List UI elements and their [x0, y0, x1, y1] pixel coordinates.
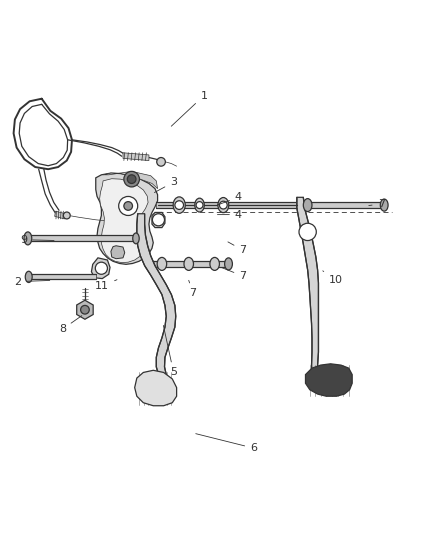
Ellipse shape — [133, 233, 139, 244]
Text: 7: 7 — [228, 242, 246, 255]
Circle shape — [95, 262, 107, 274]
Polygon shape — [305, 203, 383, 208]
Circle shape — [81, 305, 89, 314]
Text: 8: 8 — [59, 316, 82, 334]
Polygon shape — [28, 274, 96, 279]
Ellipse shape — [210, 257, 219, 270]
Polygon shape — [152, 213, 165, 228]
Ellipse shape — [195, 198, 204, 212]
Text: 6: 6 — [196, 434, 257, 453]
Text: 2: 2 — [14, 277, 50, 287]
Text: 9: 9 — [20, 235, 54, 245]
Text: 3: 3 — [155, 177, 177, 192]
Polygon shape — [145, 261, 228, 266]
Text: 11: 11 — [95, 280, 117, 291]
Ellipse shape — [173, 197, 185, 213]
Text: 10: 10 — [323, 271, 343, 285]
Text: 5: 5 — [163, 326, 177, 377]
Ellipse shape — [380, 199, 388, 211]
Circle shape — [175, 201, 184, 209]
Ellipse shape — [225, 258, 233, 270]
Polygon shape — [55, 211, 66, 219]
Text: 7: 7 — [222, 268, 246, 281]
Circle shape — [219, 201, 227, 209]
Circle shape — [152, 214, 165, 226]
Circle shape — [124, 172, 139, 187]
Circle shape — [124, 201, 133, 211]
Polygon shape — [123, 153, 149, 160]
Polygon shape — [137, 214, 176, 375]
Circle shape — [157, 158, 166, 166]
Polygon shape — [27, 235, 137, 241]
Ellipse shape — [24, 232, 32, 245]
Text: 4: 4 — [217, 192, 242, 205]
Ellipse shape — [184, 257, 194, 270]
Ellipse shape — [157, 257, 167, 270]
Polygon shape — [156, 203, 305, 208]
Polygon shape — [305, 364, 352, 396]
Text: 1: 1 — [171, 91, 207, 126]
Circle shape — [64, 212, 70, 219]
Text: 7: 7 — [369, 199, 385, 209]
Polygon shape — [111, 246, 125, 259]
Polygon shape — [100, 179, 148, 263]
Ellipse shape — [304, 199, 312, 212]
Text: 4: 4 — [217, 209, 242, 220]
Text: 7: 7 — [189, 280, 197, 298]
Polygon shape — [103, 172, 158, 189]
Polygon shape — [92, 258, 110, 279]
Circle shape — [299, 223, 316, 240]
Ellipse shape — [218, 198, 229, 213]
Polygon shape — [297, 197, 318, 375]
Ellipse shape — [25, 271, 32, 282]
Circle shape — [119, 197, 138, 215]
Circle shape — [196, 201, 203, 208]
Polygon shape — [96, 173, 158, 264]
Circle shape — [127, 175, 136, 183]
Polygon shape — [134, 370, 177, 406]
